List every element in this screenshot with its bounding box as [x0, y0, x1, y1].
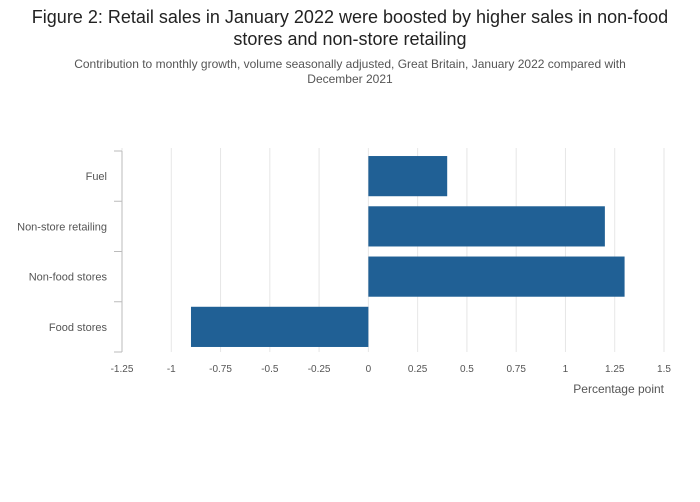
- chart-title: Figure 2: Retail sales in January 2022 w…: [31, 7, 669, 49]
- x-axis-title: Percentage point: [573, 382, 664, 396]
- x-tick-label: -1.25: [111, 364, 134, 375]
- x-tick-label: 1.25: [605, 364, 625, 375]
- bar: [368, 206, 605, 247]
- x-tick-label: 1: [563, 364, 569, 375]
- x-tick-label: 1.5: [657, 364, 671, 375]
- x-tick-label: -1: [167, 364, 176, 375]
- category-label: Non-food stores: [29, 272, 108, 284]
- category-label: Non-store retailing: [17, 221, 107, 233]
- category-label: Fuel: [86, 171, 107, 183]
- x-tick-label: 0: [366, 364, 372, 375]
- bar: [368, 156, 448, 197]
- category-label: Food stores: [49, 322, 108, 334]
- chart-subtitle: Contribution to monthly growth, volume s…: [74, 57, 626, 86]
- bar: [190, 306, 369, 347]
- bar: [368, 256, 625, 297]
- x-tick-label: -0.5: [261, 364, 279, 375]
- x-tick-label: 0.75: [506, 364, 526, 375]
- x-tick-label: -0.25: [308, 364, 331, 375]
- x-tick-label: 0.25: [408, 364, 428, 375]
- x-tick-label: -0.75: [209, 364, 232, 375]
- x-tick-label: 0.5: [460, 364, 474, 375]
